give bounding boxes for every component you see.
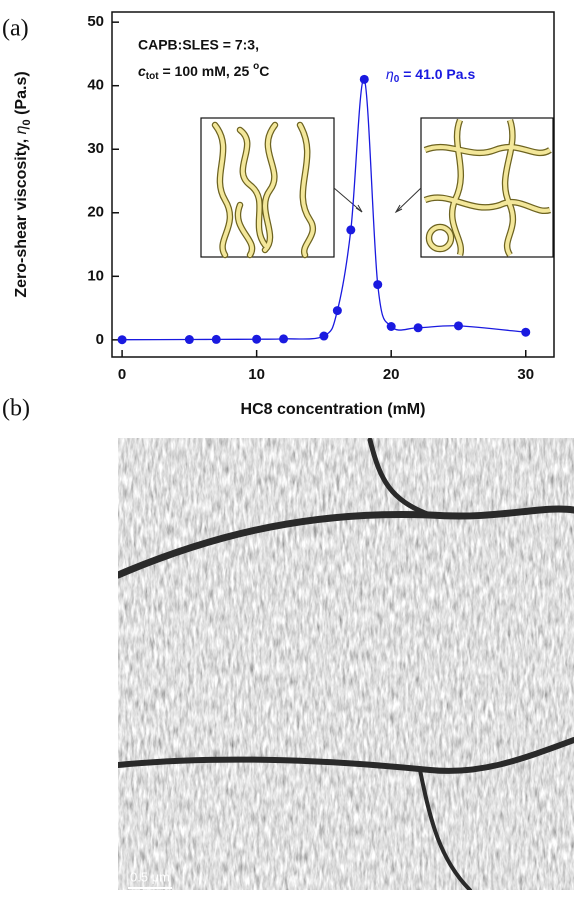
text-part: 0 <box>394 74 400 85</box>
y-tick-label: 30 <box>87 140 104 157</box>
text-part: = 41.0 Pa.s <box>399 66 475 82</box>
data-point <box>117 335 127 345</box>
insets <box>200 117 554 259</box>
data-point <box>279 334 289 344</box>
data-point <box>252 334 262 344</box>
data-point <box>184 335 194 345</box>
text-part: o <box>253 61 259 72</box>
x-tick-label: 10 <box>248 366 265 383</box>
peak-label: η0 = 41.0 Pa.s <box>386 66 475 85</box>
plot-frame <box>111 11 555 358</box>
data-point <box>413 323 423 333</box>
data-point <box>359 74 369 84</box>
x-tick-label: 20 <box>383 366 400 383</box>
data-point <box>332 306 342 316</box>
y-axis-label: Zero-shear viscosity, η0 (Pa.s) <box>13 71 33 297</box>
y-tick-label: 50 <box>87 13 104 30</box>
text-part: = 100 mM, 25 <box>159 63 254 79</box>
text-part: C <box>259 63 269 79</box>
text-part: c <box>138 63 146 79</box>
text-part: tot <box>146 71 159 82</box>
text-part: η <box>386 66 394 82</box>
panel-label: (b) <box>2 396 30 422</box>
micrograph <box>118 438 574 890</box>
data-point <box>319 331 329 341</box>
x-tick-label: 30 <box>517 366 534 383</box>
panel-label: (a) <box>2 16 29 42</box>
data-point <box>386 322 396 332</box>
y-tick-label: 10 <box>87 267 104 284</box>
text-part: (Pa.s) <box>13 71 30 119</box>
annotation: ctot = 100 mM, 25 oC <box>138 61 269 82</box>
data-point <box>211 334 221 344</box>
data-point <box>373 280 383 290</box>
data-point <box>346 225 356 235</box>
text-part: 0 <box>21 119 33 125</box>
y-tick-label: 40 <box>87 77 104 94</box>
text-part: η <box>13 125 30 134</box>
x-axis-label: HC8 concentration (mM) <box>241 401 426 418</box>
x-tick-label: 0 <box>118 366 126 383</box>
text-part: Zero-shear viscosity, <box>13 134 30 297</box>
scale-bar-label: 0.5 μm <box>130 869 170 884</box>
annotation: CAPB:SLES = 7:3, <box>138 37 259 53</box>
y-tick-label: 20 <box>87 204 104 221</box>
y-tick-label: 0 <box>96 331 104 348</box>
data-point <box>453 321 463 331</box>
data-point <box>521 327 531 337</box>
